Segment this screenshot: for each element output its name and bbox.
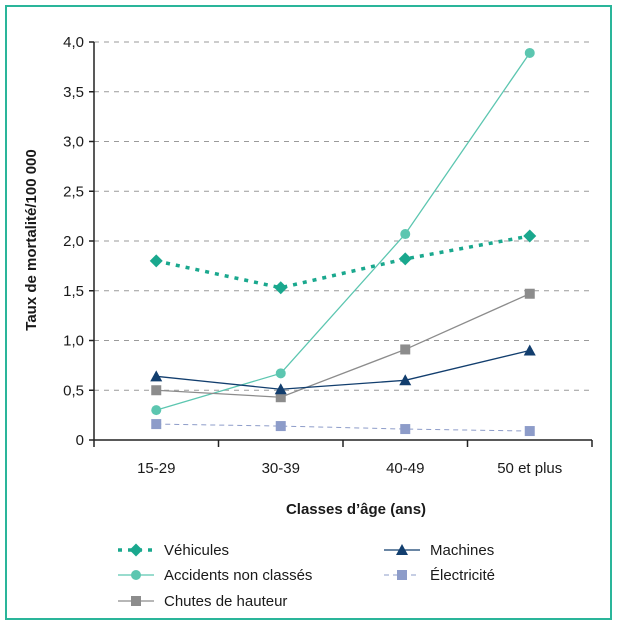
data-point xyxy=(524,47,535,58)
series-line xyxy=(156,349,530,390)
legend-marker xyxy=(129,543,143,557)
gridlines xyxy=(94,41,592,391)
y-tick-label: 1,5 xyxy=(63,283,84,300)
data-point xyxy=(398,252,412,266)
y-tick-label: 2,0 xyxy=(63,233,84,250)
legend: Véhicules Accidents non classés Chutes de … xyxy=(118,542,495,610)
data-point xyxy=(275,421,286,432)
series-1 xyxy=(151,47,535,416)
y-axis-ticks: 0 0,5 1,0 1,5 2,0 2,5 3,0 3,5 4,0 xyxy=(63,34,94,449)
y-axis-title: Taux de mortalité/100 000 xyxy=(23,149,40,330)
y-tick-label: 3,0 xyxy=(63,134,84,151)
x-axis-title: Classes d’âge (ans) xyxy=(286,501,426,518)
series-4 xyxy=(151,419,535,437)
data-point xyxy=(400,229,411,240)
legend-label: Machines xyxy=(430,542,494,559)
legend-item: Électricité xyxy=(384,567,495,584)
data-point xyxy=(523,229,537,243)
legend-label: Chutes de hauteur xyxy=(164,593,287,610)
series-group xyxy=(149,47,537,437)
y-tick-label: 4,0 xyxy=(63,34,84,51)
series-line xyxy=(156,423,530,432)
data-point xyxy=(524,426,535,437)
x-tick-label: 50 et plus xyxy=(497,460,562,477)
series-3 xyxy=(150,344,536,395)
x-tick-label: 15-29 xyxy=(137,460,175,477)
data-point xyxy=(400,344,411,355)
x-tick-label: 30-39 xyxy=(262,460,300,477)
legend-label: Accidents non classés xyxy=(164,567,312,584)
legend-item: Accidents non classés xyxy=(118,567,312,584)
data-point xyxy=(399,374,412,386)
data-point xyxy=(274,383,287,395)
legend-label: Véhicules xyxy=(164,542,229,559)
data-point xyxy=(149,254,163,268)
y-tick-label: 3,5 xyxy=(63,84,84,101)
data-point xyxy=(275,368,286,379)
data-point xyxy=(151,385,162,396)
x-axis-ticks: 15-29 30-39 40-49 50 et plus xyxy=(93,440,593,477)
chart-frame xyxy=(5,5,612,620)
data-point xyxy=(400,424,411,435)
series-line xyxy=(155,234,531,290)
series-line xyxy=(156,293,531,398)
data-point xyxy=(523,344,536,356)
legend-item: Véhicules xyxy=(118,542,229,559)
series-0 xyxy=(149,229,537,295)
data-point xyxy=(274,281,288,295)
legend-item: Chutes de hauteur xyxy=(118,593,287,610)
data-point xyxy=(151,405,162,416)
legend-marker xyxy=(131,596,141,606)
legend-marker xyxy=(131,570,141,580)
y-tick-label: 0,5 xyxy=(63,382,84,399)
data-point xyxy=(275,392,286,403)
legend-marker xyxy=(397,570,407,580)
y-tick-label: 1,0 xyxy=(63,333,84,350)
data-point xyxy=(150,370,163,382)
data-point xyxy=(151,419,162,430)
series-2 xyxy=(151,288,535,403)
y-tick-label: 0 xyxy=(76,432,84,449)
legend-marker xyxy=(396,544,408,555)
data-point xyxy=(524,288,535,299)
legend-label: Électricité xyxy=(430,567,495,584)
series-line xyxy=(156,52,531,411)
x-tick-label: 40-49 xyxy=(386,460,424,477)
y-tick-label: 2,5 xyxy=(63,183,84,200)
legend-item: Machines xyxy=(384,542,494,559)
